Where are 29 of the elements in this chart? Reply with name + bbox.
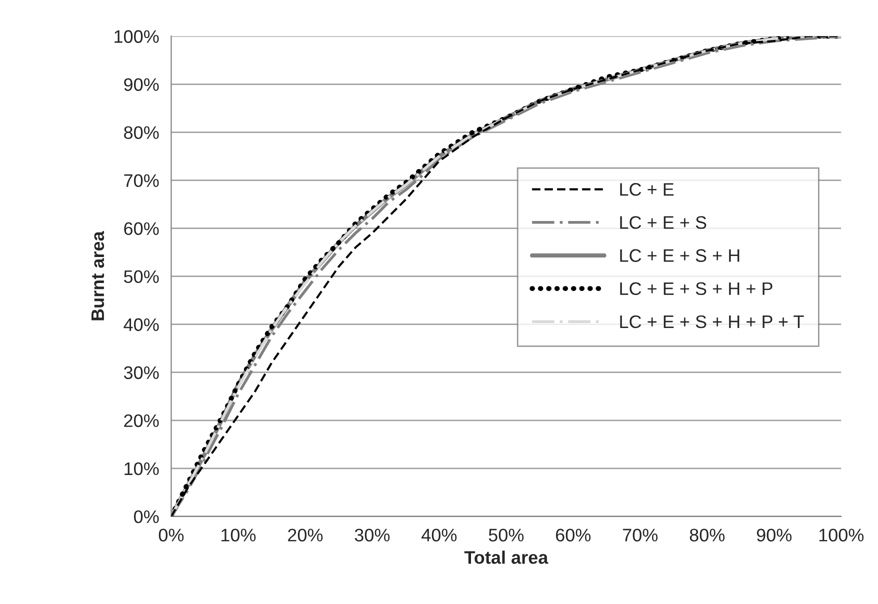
x-tick-label: 20% [288,528,323,542]
legend-label: LC + E [620,183,674,196]
legend-label: LC + E + S + H + P [620,282,772,296]
y-tick-label: 80% [124,126,159,139]
y-tick-label: 40% [124,318,159,332]
x-tick-label: 100% [819,528,864,542]
y-tick-label: 70% [124,174,159,188]
y-tick-label: 60% [124,222,159,236]
y-tick-label: 10% [124,462,159,476]
x-tick-label: 30% [354,528,390,542]
x-tick-label: 70% [623,528,658,542]
y-tick-label: 0% [134,510,159,524]
legend-label: LC + E + S + H [620,249,740,262]
y-tick-label: 90% [124,78,159,91]
y-tick-label: 20% [124,414,159,428]
x-tick-label: 10% [222,528,256,542]
y-axis-title: Burnt area [92,231,104,320]
y-tick-label: 30% [124,366,159,380]
x-tick-label: 60% [556,528,591,542]
x-tick-label: 80% [690,528,725,542]
legend-label: LC + E + S + H + P + T [620,315,804,328]
legend-label: LC + E + S [620,216,706,229]
x-tick-label: 40% [422,528,457,542]
x-axis-title: Total area [464,550,548,564]
y-tick-label: 50% [124,270,159,284]
x-tick-label: 0% [158,528,184,542]
x-tick-label: 50% [488,528,524,542]
x-tick-label: 90% [756,528,792,542]
y-tick-label: 100% [114,30,159,43]
